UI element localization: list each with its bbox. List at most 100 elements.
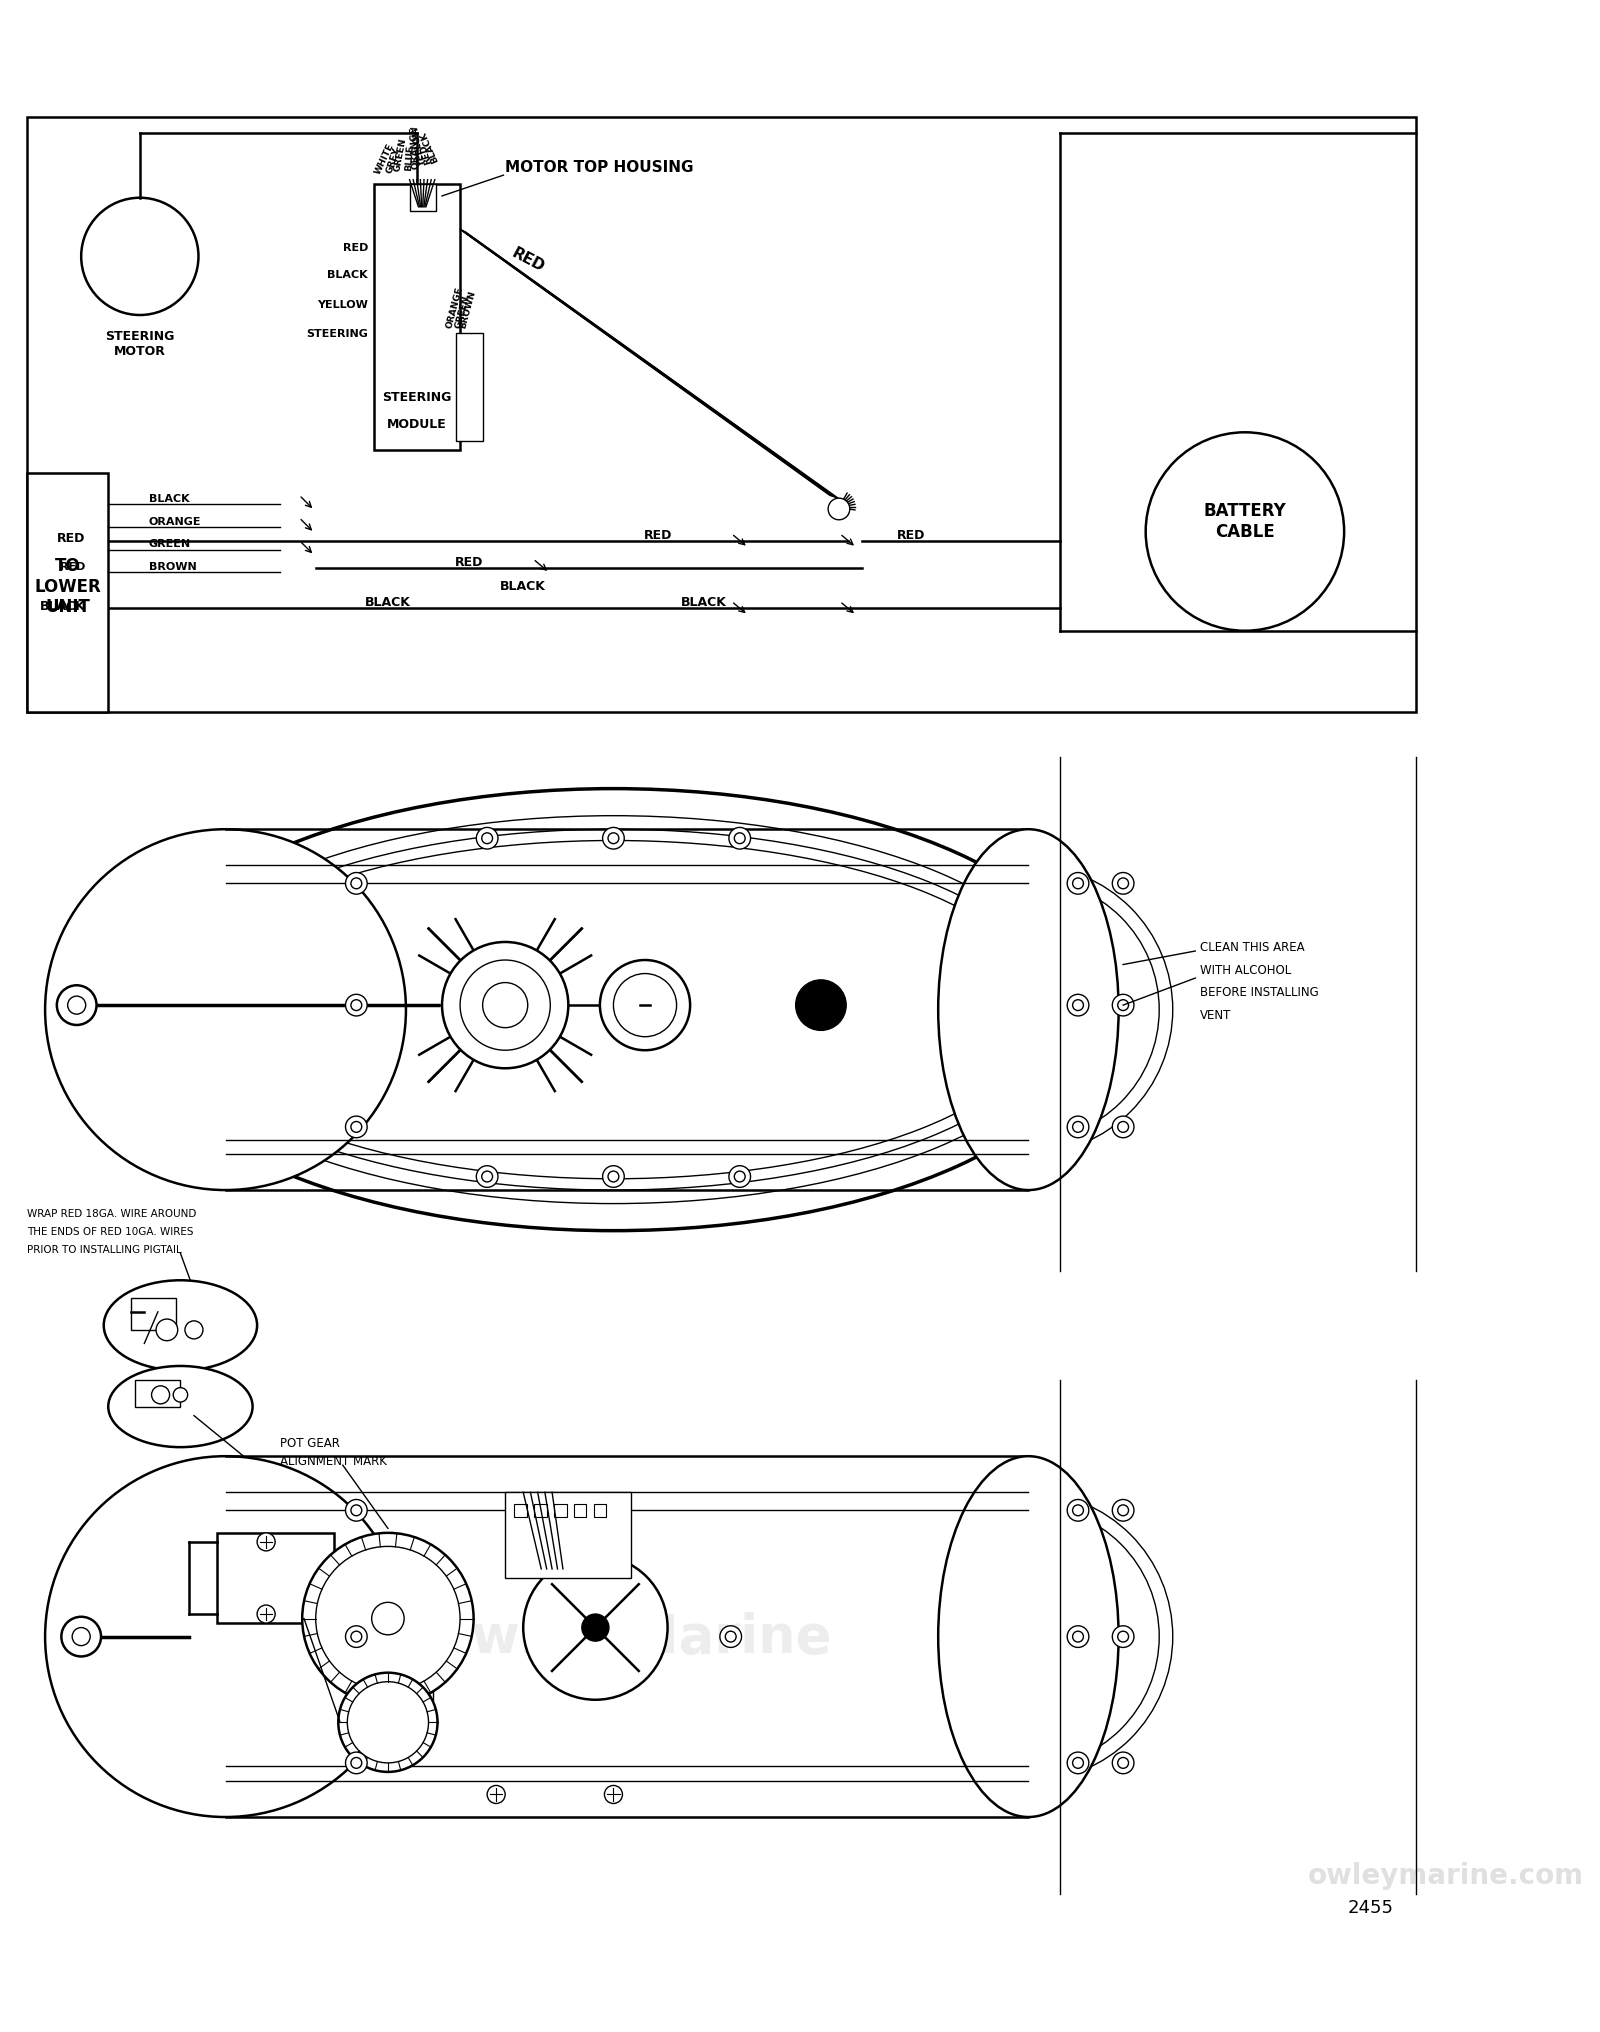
Text: RED: RED <box>454 555 483 569</box>
Circle shape <box>1118 1506 1128 1516</box>
Circle shape <box>1067 1752 1090 1774</box>
Bar <box>27 118 1416 713</box>
Circle shape <box>258 1532 275 1550</box>
Text: GREEN: GREEN <box>149 538 190 549</box>
Circle shape <box>734 833 746 843</box>
Text: MODULE: MODULE <box>387 417 446 431</box>
Bar <box>514 1504 526 1516</box>
Bar <box>411 185 435 211</box>
Text: WITH ALCOHOL: WITH ALCOHOL <box>1200 963 1291 975</box>
Circle shape <box>1112 1752 1134 1774</box>
Text: Cowley Marine: Cowley Marine <box>395 1611 830 1662</box>
Circle shape <box>482 833 493 843</box>
Text: STEERING
MOTOR: STEERING MOTOR <box>106 329 174 358</box>
Circle shape <box>1118 1632 1128 1642</box>
Circle shape <box>152 1386 170 1404</box>
Circle shape <box>482 1172 493 1183</box>
Ellipse shape <box>181 841 1046 1179</box>
Circle shape <box>67 996 86 1014</box>
Circle shape <box>1072 1632 1083 1642</box>
Text: owleymarine.com: owleymarine.com <box>1309 1861 1584 1890</box>
Bar <box>456 333 483 443</box>
Circle shape <box>371 1603 405 1636</box>
Circle shape <box>1067 1500 1090 1522</box>
Circle shape <box>350 1000 362 1012</box>
Text: BLACK: BLACK <box>501 579 546 593</box>
Circle shape <box>795 979 846 1030</box>
Ellipse shape <box>938 829 1118 1191</box>
Bar <box>374 185 461 451</box>
Bar <box>594 1504 606 1516</box>
Circle shape <box>605 1786 622 1804</box>
Circle shape <box>350 1758 362 1768</box>
Circle shape <box>350 1506 362 1516</box>
Circle shape <box>350 1122 362 1132</box>
Text: YELLOW: YELLOW <box>411 124 427 167</box>
Circle shape <box>582 1613 610 1642</box>
Text: BROWN: BROWN <box>149 561 197 571</box>
Circle shape <box>720 1626 741 1648</box>
Text: RED: RED <box>419 142 434 165</box>
Circle shape <box>350 1632 362 1642</box>
Circle shape <box>730 1166 750 1189</box>
Circle shape <box>1118 1758 1128 1768</box>
Circle shape <box>45 1457 406 1817</box>
Text: ORANGE: ORANGE <box>410 126 421 169</box>
Circle shape <box>346 1752 366 1774</box>
Text: BLACK: BLACK <box>680 595 726 610</box>
Text: ORANGE: ORANGE <box>445 287 464 329</box>
Text: ALIGNMENT MARK: ALIGNMENT MARK <box>280 1455 387 1467</box>
Circle shape <box>61 1617 101 1656</box>
Circle shape <box>1146 433 1344 632</box>
Circle shape <box>346 874 366 894</box>
Circle shape <box>1072 1758 1083 1768</box>
Circle shape <box>734 1172 746 1183</box>
Text: RED: RED <box>61 561 86 571</box>
Ellipse shape <box>104 1280 258 1372</box>
Circle shape <box>477 1166 498 1189</box>
Bar <box>27 473 109 713</box>
Text: BLACK: BLACK <box>328 270 368 280</box>
Ellipse shape <box>938 1457 1118 1817</box>
Bar <box>534 1504 547 1516</box>
Circle shape <box>1072 1122 1083 1132</box>
Text: GREEN: GREEN <box>394 138 408 173</box>
Circle shape <box>1118 1122 1128 1132</box>
Circle shape <box>1112 874 1134 894</box>
Circle shape <box>608 833 619 843</box>
Circle shape <box>613 973 677 1036</box>
Circle shape <box>730 827 750 849</box>
Text: BLUE: BLUE <box>403 144 414 171</box>
Circle shape <box>829 500 850 520</box>
Circle shape <box>483 983 528 1028</box>
Circle shape <box>442 943 568 1069</box>
Text: PRIOR TO INSTALLING PIGTAIL: PRIOR TO INSTALLING PIGTAIL <box>27 1244 182 1254</box>
Circle shape <box>725 1632 736 1642</box>
Text: ORANGE: ORANGE <box>149 516 202 526</box>
Circle shape <box>72 1628 90 1646</box>
Circle shape <box>603 1166 624 1189</box>
Circle shape <box>173 1388 187 1402</box>
Text: RED: RED <box>58 532 86 545</box>
Text: THE ENDS OF RED 10GA. WIRES: THE ENDS OF RED 10GA. WIRES <box>27 1225 194 1235</box>
Text: 2455: 2455 <box>1347 1898 1394 1916</box>
Text: GREEN: GREEN <box>453 295 470 329</box>
Text: RED: RED <box>898 528 925 541</box>
Text: STEERING: STEERING <box>382 390 451 404</box>
Circle shape <box>1112 1116 1134 1138</box>
Circle shape <box>338 1672 437 1772</box>
Circle shape <box>346 1626 366 1648</box>
Text: BLACK: BLACK <box>40 599 86 614</box>
Bar <box>574 1504 586 1516</box>
Circle shape <box>157 1319 178 1341</box>
Circle shape <box>186 1321 203 1339</box>
Text: TO
LOWER
UNIT: TO LOWER UNIT <box>34 557 101 616</box>
Text: RED: RED <box>510 246 547 274</box>
Text: BROWN: BROWN <box>459 289 477 329</box>
Text: STEERING: STEERING <box>306 329 368 339</box>
Text: MOTOR TOP HOUSING: MOTOR TOP HOUSING <box>506 161 694 175</box>
Circle shape <box>1067 874 1090 894</box>
Circle shape <box>346 1500 366 1522</box>
Circle shape <box>82 199 198 315</box>
Circle shape <box>302 1532 474 1705</box>
